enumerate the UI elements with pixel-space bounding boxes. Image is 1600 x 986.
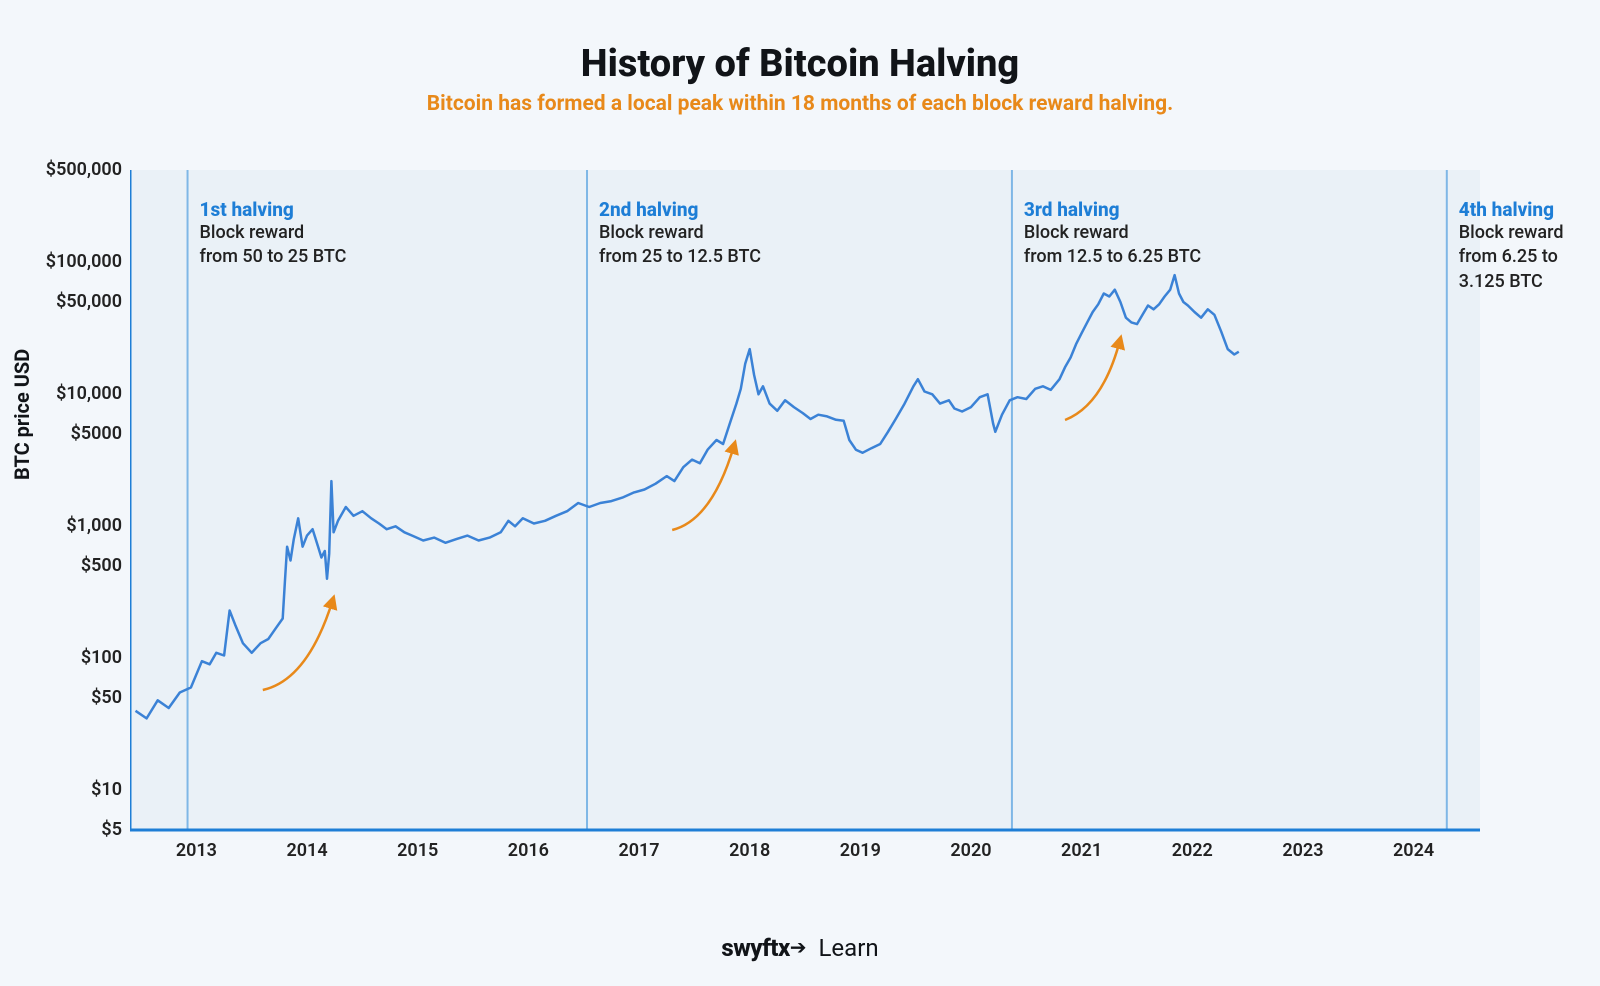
- x-tick-label: 2017: [618, 840, 659, 861]
- halving-title: 2nd halving: [599, 198, 761, 221]
- halving-line1: Block reward: [200, 221, 347, 245]
- chart-plot: [130, 170, 1485, 835]
- x-tick-label: 2013: [176, 840, 217, 861]
- halving-line1: Block reward: [1459, 221, 1600, 245]
- y-tick-label: $10: [91, 779, 122, 800]
- footer-brand: swyftx➔ Learn: [0, 934, 1600, 962]
- y-tick-label: $50,000: [56, 291, 122, 312]
- halving-annotation: 4th halvingBlock rewardfrom 6.25 to 3.12…: [1459, 198, 1600, 294]
- y-axis-label: BTC price USD: [10, 349, 34, 480]
- y-tick-label: $5000: [71, 423, 122, 444]
- y-tick-label: $500,000: [46, 159, 122, 180]
- halving-annotation: 3rd halvingBlock rewardfrom 12.5 to 6.25…: [1024, 198, 1201, 270]
- x-tick-label: 2024: [1393, 840, 1434, 861]
- brand-learn: Learn: [819, 934, 879, 962]
- x-tick-label: 2021: [1061, 840, 1102, 861]
- halving-line2: from 12.5 to 6.25 BTC: [1024, 245, 1201, 269]
- x-tick-label: 2016: [508, 840, 549, 861]
- halving-title: 3rd halving: [1024, 198, 1201, 221]
- chart-subtitle: Bitcoin has formed a local peak within 1…: [0, 92, 1600, 116]
- halving-title: 1st halving: [200, 198, 347, 221]
- halving-line1: Block reward: [1024, 221, 1201, 245]
- chart-title: History of Bitcoin Halving: [0, 42, 1600, 86]
- y-tick-label: $500: [81, 555, 122, 576]
- brand-bird-icon: ➔: [790, 935, 807, 959]
- halving-line2: from 50 to 25 BTC: [200, 245, 347, 269]
- y-tick-label: $10,000: [56, 383, 122, 404]
- halving-line1: Block reward: [599, 221, 761, 245]
- x-tick-label: 2020: [950, 840, 991, 861]
- halving-annotation: 1st halvingBlock rewardfrom 50 to 25 BTC: [200, 198, 347, 270]
- x-tick-label: 2023: [1282, 840, 1323, 861]
- x-tick-label: 2018: [729, 840, 770, 861]
- halving-line2: from 6.25 to 3.125 BTC: [1459, 245, 1600, 294]
- y-tick-label: $1,000: [66, 515, 122, 536]
- y-tick-label: $50: [91, 687, 122, 708]
- brand-name: swyftx: [721, 934, 789, 962]
- x-tick-label: 2019: [840, 840, 881, 861]
- y-tick-label: $100,000: [46, 251, 122, 272]
- chart-container: History of Bitcoin Halving Bitcoin has f…: [0, 0, 1600, 986]
- y-tick-label: $100: [81, 647, 122, 668]
- x-tick-label: 2015: [397, 840, 438, 861]
- halving-line2: from 25 to 12.5 BTC: [599, 245, 761, 269]
- halving-annotation: 2nd halvingBlock rewardfrom 25 to 12.5 B…: [599, 198, 761, 270]
- halving-title: 4th halving: [1459, 198, 1600, 221]
- y-tick-label: $5: [101, 819, 122, 840]
- x-tick-label: 2022: [1172, 840, 1213, 861]
- x-tick-label: 2014: [286, 840, 327, 861]
